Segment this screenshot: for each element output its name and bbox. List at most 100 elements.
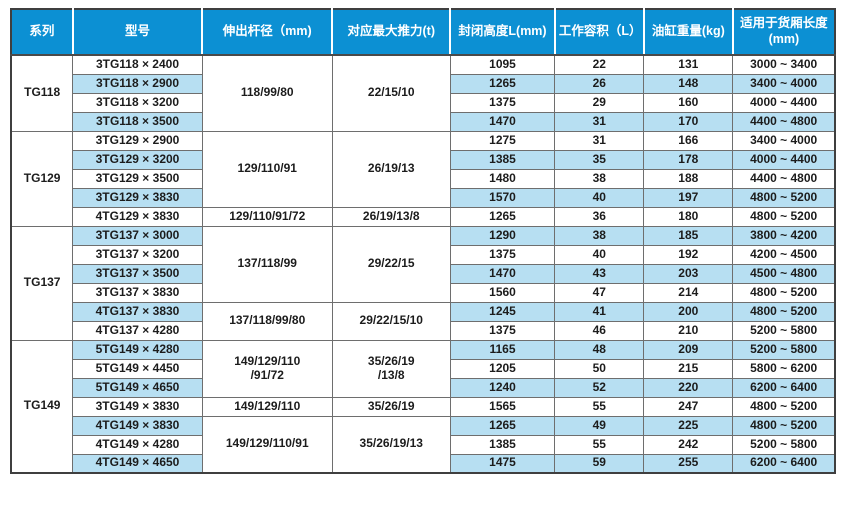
cell-volume: 38 (554, 225, 645, 246)
cell-height: 1475 (449, 453, 556, 474)
table-row: TG149 5TG149 × 4280 149/129/110 /91/72 35/2… (10, 339, 836, 474)
cell-rod: 137/118/99 (201, 225, 333, 303)
cell-range: 5200 ~ 5800 (732, 320, 836, 341)
cell-range: 3400 ~ 4000 (732, 73, 836, 94)
cell-weight: 220 (643, 377, 734, 398)
cell-height: 1205 (449, 358, 556, 379)
cell-thrust: 22/15/10 (331, 54, 451, 132)
column-header-thrust: 对应最大推力(t) (331, 8, 452, 56)
table-row: 4TG137 × 3830 137/118/99/80 29/22/15/10 124… (11, 301, 836, 341)
cell-weight: 131 (643, 54, 734, 75)
table-row: 5TG149 × 4450 1205 50 215 5800 ~ 6200 (11, 358, 836, 379)
cell-series: TG118 (10, 54, 74, 132)
cell-height: 1290 (449, 225, 556, 246)
cell-range: 3400 ~ 4000 (732, 130, 836, 151)
cell-model: 3TG149 × 3830 (72, 396, 203, 417)
cell-model: 3TG118 × 2900 (72, 73, 203, 94)
cell-height: 1385 (449, 434, 556, 455)
cell-rod: 149/129/110 /91/72 (201, 339, 333, 398)
spec-table-head: 系列 型号 伸出杆径（mm) 对应最大推力(t) 封闭高度L(mm) 工作容积（L） 油缸重… (10, 8, 837, 56)
cell-range: 6200 ~ 6400 (732, 377, 836, 398)
cell-weight: 188 (643, 168, 734, 189)
cell-volume: 41 (554, 301, 645, 322)
cell-height: 1275 (449, 130, 556, 151)
cell-range: 3000 ~ 3400 (732, 54, 836, 75)
table-row: 3TG137 × 3200 1375 40 192 4200 ~ 4500 (11, 244, 836, 265)
cell-model: 3TG118 × 2400 (72, 54, 203, 75)
table-row: 5TG149 × 4650 1240 52 220 6200 ~ 6400 (11, 377, 836, 398)
cell-model: 4TG129 × 3830 (72, 206, 203, 227)
cell-thrust: 29/22/15 (331, 225, 451, 303)
cell-thrust: 35/26/19 (331, 396, 451, 417)
cell-rod: 149/129/110/91 (201, 415, 333, 474)
cell-rod: 129/110/91/72 (201, 206, 333, 227)
cell-model: 4TG137 × 4280 (72, 320, 203, 341)
table-row: 3TG129 × 3500 1480 38 188 4400 ~ 4800 (11, 168, 836, 189)
cell-weight: 203 (643, 263, 734, 284)
cell-weight: 247 (643, 396, 734, 417)
cell-model: 5TG149 × 4650 (72, 377, 203, 398)
cell-range: 4800 ~ 5200 (732, 282, 836, 303)
cell-volume: 31 (554, 111, 645, 132)
cell-volume: 55 (554, 434, 645, 455)
cell-weight: 148 (643, 73, 734, 94)
cell-weight: 180 (643, 206, 734, 227)
cell-model: 4TG149 × 4280 (72, 434, 203, 455)
cell-range: 4800 ~ 5200 (732, 206, 836, 227)
cell-height: 1265 (449, 73, 556, 94)
cell-rod: 118/99/80 (201, 54, 333, 132)
cell-model: 3TG137 × 3000 (72, 225, 203, 246)
column-header-volume: 工作容积（L） (553, 8, 645, 56)
table-row: 3TG137 × 3830 1560 47 214 4800 ~ 5200 (11, 282, 836, 303)
cell-height: 1165 (449, 339, 556, 360)
table-row: 3TG118 × 2900 1265 26 148 3400 ~ 4000 (11, 73, 836, 94)
cell-thrust: 26/19/13/8 (331, 206, 451, 227)
cell-model: 3TG137 × 3830 (72, 282, 203, 303)
column-header-rod: 伸出杆径（mm) (201, 8, 334, 56)
cell-height: 1470 (449, 263, 556, 284)
cell-thrust: 26/19/13 (331, 130, 451, 208)
cell-rod: 149/129/110 (201, 396, 333, 417)
cell-series: TG137 (10, 225, 74, 341)
cell-weight: 209 (643, 339, 734, 360)
cell-volume: 46 (554, 320, 645, 341)
cell-model: 3TG129 × 3830 (72, 187, 203, 208)
cell-volume: 40 (554, 244, 645, 265)
table-row: TG118 3TG118 × 2400 118/99/80 22/15/10 1095 2… (10, 54, 836, 132)
spec-table-body: TG118 3TG118 × 2400 118/99/80 22/15/10 1095 2… (10, 54, 836, 474)
cell-range: 5800 ~ 6200 (732, 358, 836, 379)
cell-model: 4TG149 × 3830 (72, 415, 203, 436)
cell-series: TG149 (10, 339, 74, 474)
cell-range: 4000 ~ 4400 (732, 92, 836, 113)
cell-model: 4TG137 × 3830 (72, 301, 203, 322)
cell-height: 1480 (449, 168, 556, 189)
cell-height: 1240 (449, 377, 556, 398)
cell-range: 4800 ~ 5200 (732, 187, 836, 208)
cell-volume: 49 (554, 415, 645, 436)
cell-range: 6200 ~ 6400 (732, 453, 836, 474)
column-header-range: 适用于货厢长度 (mm) (731, 8, 837, 56)
cell-range: 4200 ~ 4500 (732, 244, 836, 265)
cell-model: 3TG129 × 3500 (72, 168, 203, 189)
cell-volume: 47 (554, 282, 645, 303)
table-row: TG137 3TG137 × 3000 137/118/99 29/22/15 1290… (10, 225, 836, 341)
cell-model: 3TG129 × 2900 (72, 130, 203, 151)
cell-range: 3800 ~ 4200 (732, 225, 836, 246)
column-header-model: 型号 (71, 8, 204, 56)
column-header-height: 封闭高度L(mm) (449, 8, 556, 56)
cell-height: 1385 (449, 149, 556, 170)
cell-model: 5TG149 × 4450 (72, 358, 203, 379)
cell-height: 1565 (449, 396, 556, 417)
table-row: 3TG118 × 3500 1470 31 170 4400 ~ 4800 (11, 111, 836, 132)
cell-weight: 210 (643, 320, 734, 341)
cell-height: 1375 (449, 92, 556, 113)
table-row: 3TG149 × 3830 149/129/110 35/26/19 1565 55 24… (11, 396, 836, 417)
cell-volume: 22 (554, 54, 645, 75)
cell-height: 1470 (449, 111, 556, 132)
cell-weight: 214 (643, 282, 734, 303)
cell-thrust: 35/26/19/13 (331, 415, 451, 474)
cell-weight: 197 (643, 187, 734, 208)
table-row: 3TG129 × 3830 1570 40 197 4800 ~ 5200 (11, 187, 836, 208)
cell-model: 3TG129 × 3200 (72, 149, 203, 170)
cell-volume: 50 (554, 358, 645, 379)
